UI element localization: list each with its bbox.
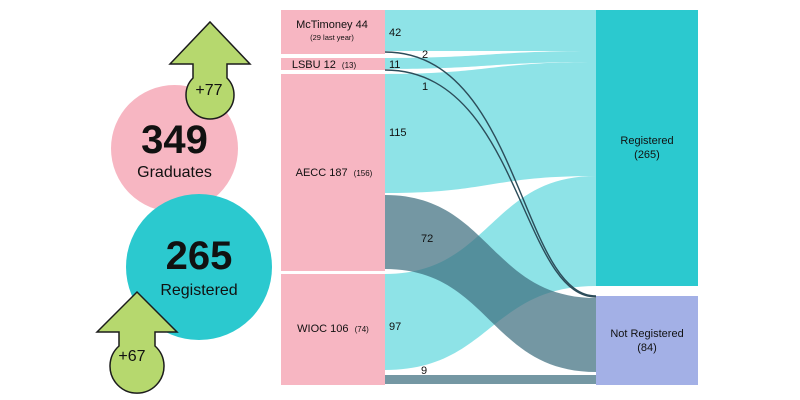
node-aecc-label: AECC 187 (156) xyxy=(296,167,373,179)
node-wioc xyxy=(281,274,385,385)
graduates-count: 349 xyxy=(141,117,208,162)
flow-value-wioc-registered: 97 xyxy=(389,321,401,333)
flow-value-lsbu-not: 1 xyxy=(422,81,428,93)
node-not-registered-label: Not Registered xyxy=(610,328,683,340)
node-registered xyxy=(596,10,698,286)
flow-lsbu-registered xyxy=(385,51,596,69)
node-lsbu-label: LSBU 12 (13) xyxy=(292,59,357,71)
graduates-change-label: +77 xyxy=(195,82,223,99)
node-not-registered xyxy=(596,296,698,385)
node-lsbu-name: LSBU 12 xyxy=(292,59,336,71)
node-lsbu-sublabel: (13) xyxy=(342,61,357,70)
flow-value-mctimoney-not: 2 xyxy=(422,49,428,61)
graduates-label: Graduates xyxy=(137,163,212,181)
node-aecc-sublabel: (156) xyxy=(354,169,373,178)
node-aecc xyxy=(281,74,385,271)
registered-label: Registered xyxy=(160,282,238,299)
node-aecc-name: AECC 187 xyxy=(296,167,348,179)
flow-value-lsbu-registered: 11 xyxy=(389,59,400,71)
flow-value-aecc-not: 72 xyxy=(421,233,433,245)
flow-mctimoney-registered xyxy=(385,10,596,51)
graduates-increase-arrow-icon xyxy=(168,20,252,120)
node-wioc-label: WIOC 106 (74) xyxy=(297,323,369,335)
node-mctimoney xyxy=(281,10,385,54)
flow-aecc-not-registered xyxy=(385,195,596,372)
node-wioc-name: WIOC 106 xyxy=(297,323,348,335)
registered-change-label: +67 xyxy=(118,348,146,365)
node-registered-sublabel: (265) xyxy=(634,149,660,161)
flow-value-mctimoney-registered: 42 xyxy=(389,27,401,39)
flow-wioc-not-registered xyxy=(385,375,596,384)
flow-lsbu-not-registered xyxy=(384,69,597,298)
flow-value-wioc-not: 9 xyxy=(421,365,427,377)
node-mctimoney-sublabel: (29 last year) xyxy=(310,33,354,42)
node-mctimoney-label: McTimoney 44 xyxy=(296,19,368,31)
registered-count: 265 xyxy=(165,234,233,278)
flow-value-aecc-registered: 115 xyxy=(389,127,407,139)
node-wioc-sublabel: (74) xyxy=(355,325,370,334)
node-not-registered-sublabel: (84) xyxy=(637,342,657,354)
node-registered-label: Registered xyxy=(620,135,673,147)
flow-mctimoney-not-registered xyxy=(384,51,597,297)
node-lsbu xyxy=(281,58,385,70)
registered-increase-arrow-icon xyxy=(95,290,179,394)
